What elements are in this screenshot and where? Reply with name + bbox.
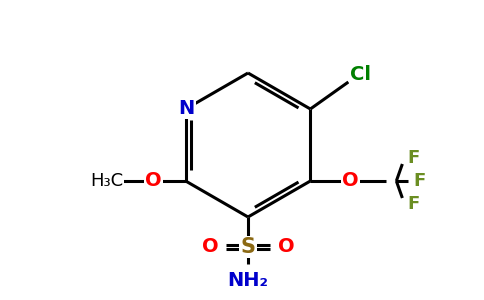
Text: F: F	[407, 149, 420, 167]
Text: F: F	[413, 172, 425, 190]
Text: NH₂: NH₂	[227, 272, 269, 290]
Text: O: O	[342, 172, 359, 190]
Text: O: O	[145, 172, 162, 190]
Text: N: N	[179, 100, 195, 118]
Text: O: O	[202, 238, 218, 256]
Text: Cl: Cl	[350, 65, 371, 85]
Text: O: O	[278, 238, 294, 256]
Text: S: S	[241, 237, 256, 257]
Text: H₃C: H₃C	[90, 172, 123, 190]
Text: F: F	[407, 195, 420, 213]
